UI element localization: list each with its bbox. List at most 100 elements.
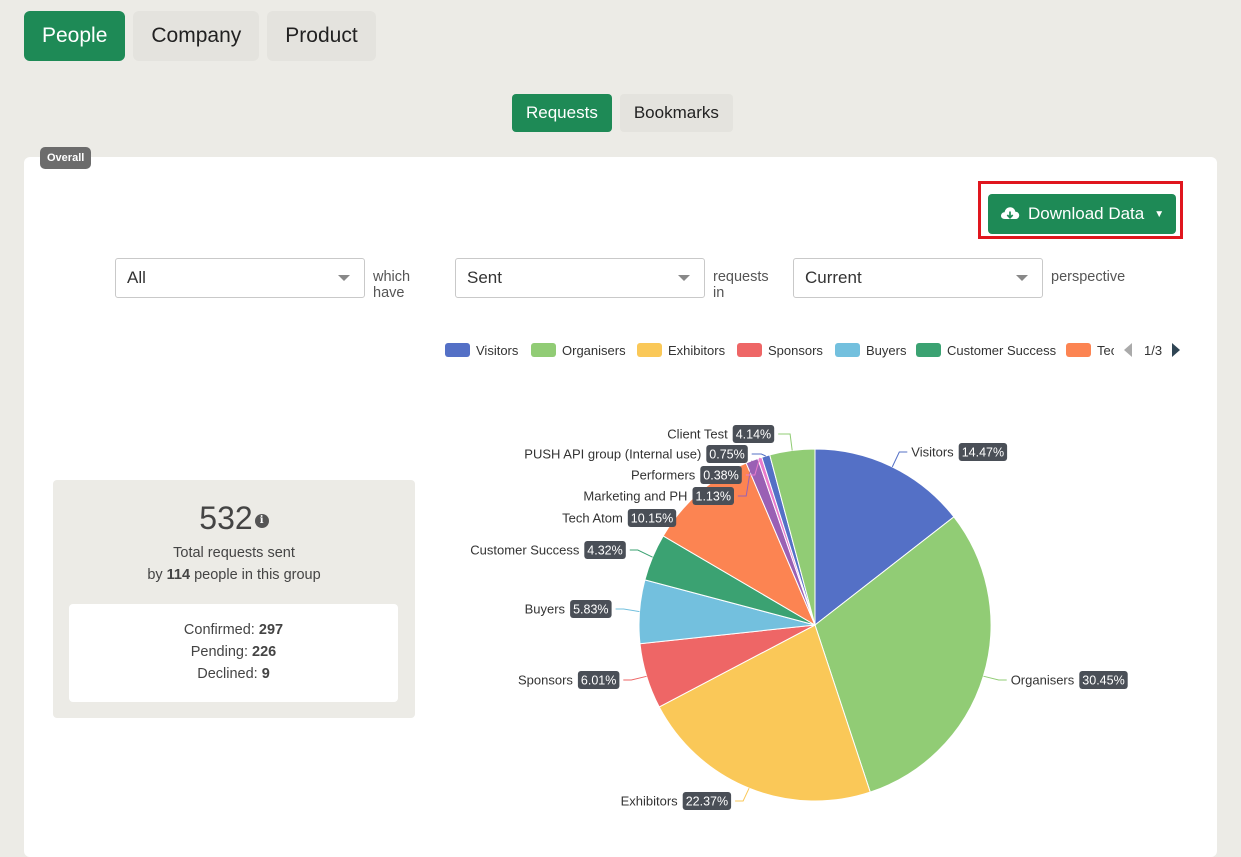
label-leader-line — [629, 549, 653, 558]
pending-label: Pending: — [190, 644, 248, 660]
confirmed-label: Confirmed: — [183, 622, 255, 638]
label-leader-line — [778, 433, 793, 451]
highlight-frame — [978, 181, 1183, 239]
declined-label: Declined: — [197, 666, 258, 682]
legend-page: 1/3 — [1144, 342, 1163, 358]
tab-product[interactable]: Product — [267, 11, 376, 61]
download-label: Download Data — [1028, 204, 1145, 223]
slice-name-label: Buyers — [525, 601, 566, 616]
slice-name-label: Performers — [631, 467, 696, 482]
legend-swatch — [916, 343, 941, 357]
percent-badge — [570, 600, 612, 618]
slice-name-label: PUSH API group (Internal use) — [524, 446, 701, 461]
percent-badge — [958, 443, 1008, 461]
confirmed-value: 297 — [258, 622, 284, 638]
percent-badge — [706, 445, 748, 463]
legend-item[interactable]: Visitors — [445, 340, 518, 360]
group-select[interactable]: All — [115, 258, 365, 298]
label-leader-line — [983, 675, 1007, 681]
legend-item[interactable]: Sponsors — [737, 340, 823, 360]
triangle-right-icon[interactable] — [1170, 342, 1182, 358]
tab-company[interactable]: Company — [133, 11, 260, 61]
status-breakdown: Confirmed: 297 Pending: 226 Declined: 9 — [69, 604, 398, 702]
label-leader-line — [737, 460, 753, 497]
people-count: 114 — [166, 567, 191, 583]
percent-badge — [732, 425, 775, 443]
slice-percent-label: 4.14% — [736, 427, 771, 441]
tab-people[interactable]: People — [24, 11, 126, 61]
pie-labels: Visitors 14.47% Organisers 30.45% Exhibitors… — [470, 425, 1128, 810]
legend-pager: 1/3 — [1122, 340, 1182, 360]
stats-panel: 532 i Total requests sent by 114 people i… — [53, 480, 415, 718]
slice-percent-label: 5.83% — [573, 602, 608, 616]
legend-label: Exhibitors — [668, 342, 726, 358]
people-suffix: people in this group — [194, 567, 321, 583]
legend-swatch — [835, 343, 860, 357]
legend-label: Customer Success — [947, 342, 1057, 358]
slice-percent-label: 22.37% — [686, 794, 728, 808]
declined-row: Declined: 9 — [69, 663, 398, 685]
percent-badge — [692, 487, 734, 505]
which-have-text: which have — [373, 269, 411, 301]
sub-tabs: Requests Bookmarks — [512, 94, 733, 132]
slice-name-label: Customer Success — [470, 542, 580, 557]
triangle-left-icon[interactable] — [1122, 342, 1134, 358]
slice-percent-label: 6.01% — [581, 673, 616, 687]
tab-bookmarks[interactable]: Bookmarks — [619, 94, 733, 132]
legend-item[interactable]: Customer Success — [916, 340, 1056, 360]
label-leader-line — [745, 457, 761, 476]
group-select-value: All — [127, 268, 146, 287]
label-leader-line — [735, 787, 750, 802]
view-select[interactable]: Current — [793, 258, 1043, 298]
total-requests: 532 i — [53, 500, 415, 537]
label-leader-line — [891, 451, 908, 468]
legend-label: Sponsors — [768, 342, 823, 358]
confirmed-row: Confirmed: 297 — [69, 619, 398, 641]
pie-slice[interactable] — [658, 624, 871, 802]
slice-name-label: Visitors — [911, 444, 954, 459]
percent-badge — [700, 466, 742, 484]
legend-item[interactable]: Buyers — [835, 340, 906, 360]
total-value: 532 — [199, 500, 253, 536]
pie-slice[interactable] — [814, 516, 992, 793]
label-leader-line — [623, 675, 647, 681]
overall-badge: Overall — [40, 147, 92, 169]
legend-item[interactable]: Organisers — [531, 340, 626, 360]
status-select-value: Sent — [467, 268, 502, 287]
legend-swatch — [737, 343, 762, 357]
info-icon[interactable]: i — [254, 514, 269, 528]
caret-down-icon: ▼ — [1154, 208, 1165, 220]
legend-item[interactable]: Exhibitors — [637, 340, 725, 360]
pending-row: Pending: 226 — [69, 641, 398, 663]
download-data-button[interactable]: Download Data ▼ — [988, 194, 1176, 234]
pie-slice[interactable] — [814, 448, 955, 627]
top-tabs: People Company Product — [24, 11, 376, 61]
legend-swatch — [531, 343, 556, 357]
slice-name-label: Sponsors — [518, 672, 573, 687]
declined-value: 9 — [261, 666, 270, 682]
slice-percent-label: 30.45% — [1082, 673, 1124, 687]
slice-name-label: Organisers — [1011, 672, 1075, 687]
percent-badge — [577, 671, 620, 689]
status-select[interactable]: Sent — [455, 258, 705, 298]
slice-percent-label: 0.38% — [703, 468, 738, 482]
pending-value: 226 — [252, 644, 277, 660]
legend-label: Visitors — [476, 342, 519, 358]
legend-item[interactable]: Tech Atom — [1066, 340, 1114, 360]
slice-name-label: Exhibitors — [621, 793, 679, 808]
legend-label: Buyers — [866, 342, 907, 358]
pie-slice[interactable] — [769, 448, 816, 626]
chart-legend: Visitors Organisers Exhibitors Sponsors … — [445, 340, 1197, 360]
pie-slices — [638, 448, 992, 802]
slice-percent-label: 14.47% — [962, 445, 1004, 459]
legend-swatch — [637, 343, 662, 357]
total-label: Total requests sent — [173, 545, 295, 561]
slice-name-label: Client Test — [667, 426, 728, 441]
legend-swatch — [1066, 343, 1091, 357]
legend-label: Tech Atom — [1097, 342, 1114, 358]
slice-name-label: Marketing and PH — [583, 488, 687, 503]
label-leader-line — [615, 608, 640, 613]
tab-requests[interactable]: Requests — [512, 94, 612, 132]
percent-badge — [584, 541, 626, 559]
slice-percent-label: 10.15% — [631, 511, 673, 525]
